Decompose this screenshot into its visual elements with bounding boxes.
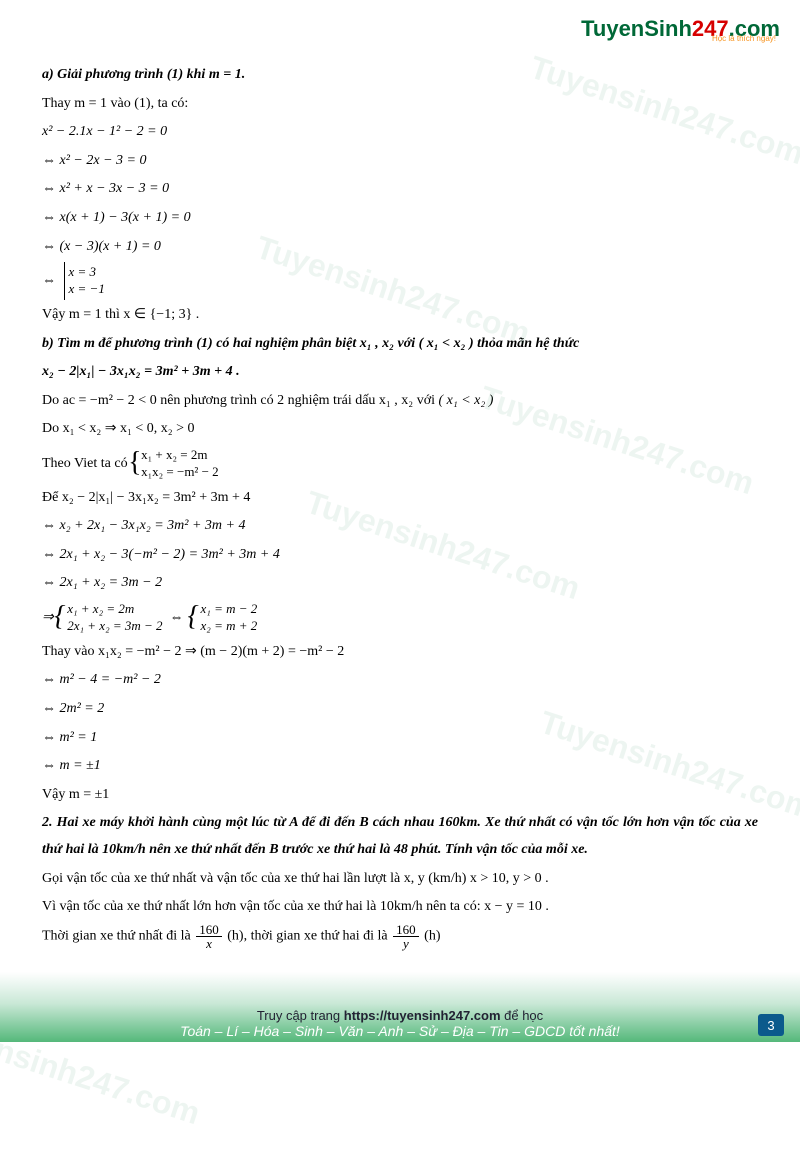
equation: 2x₁ + x₂ − 3(−m² − 2) = 3m² + 3m + 4 [42, 542, 758, 569]
page-number: 3 [758, 1014, 784, 1036]
title-cond: ( x₁ < x₂ ) [419, 336, 474, 351]
sys-row: x₁ + x₂ = 2m [67, 601, 134, 616]
logo: TuyenSinh247.com Học là thích ngay! [581, 16, 780, 42]
fraction: 160 x [196, 923, 222, 950]
text-line: Do ac = −m² − 2 < 0 nên phương trình có … [42, 388, 758, 415]
logo-tagline: Học là thích ngay! [712, 34, 776, 43]
equation: x₂ + 2x₁ − 3x₁x₂ = 3m² + 3m + 4 [42, 513, 758, 540]
equation: 2m² = 2 [42, 696, 758, 723]
page-header: TuyenSinh247.com Học là thích ngay! [0, 0, 800, 50]
equation: x² + x − 3x − 3 = 0 [42, 176, 758, 203]
sys-row: x₁ = m − 2 [201, 601, 258, 616]
text-line: Vì vận tốc của xe thứ nhất lớn hơn vận t… [42, 894, 758, 921]
equation: (x − 3)(x + 1) = 0 [42, 234, 758, 261]
text-line: Do x₁ < x₂ ⇒ x₁ < 0, x₂ > 0 [42, 416, 758, 443]
denominator: y [393, 937, 419, 950]
sys-row: x₂ = m + 2 [201, 618, 258, 633]
cond: ( x₁ < x₂ ) [438, 393, 493, 408]
equation: x² − 2.1x − 1² − 2 = 0 [42, 119, 758, 146]
section-a-title: a) Giải phương trình (1) khi m = 1. [42, 62, 758, 89]
section-b-title: b) Tìm m để phương trình (1) có hai nghi… [42, 331, 758, 358]
denominator: x [196, 937, 222, 950]
sys-row: 2x₁ + x₂ = 3m − 2 [67, 618, 162, 633]
sys-row: x = −1 [69, 281, 105, 296]
text: Do ac = −m² − 2 < 0 nên phương trình có … [42, 393, 438, 408]
equation: x(x + 1) − 3(x + 1) = 0 [42, 205, 758, 232]
text-line: Thời gian xe thứ nhất đi là 160 x (h), t… [42, 923, 758, 950]
text: Theo Viet ta có [42, 456, 131, 471]
text: (h), thời gian xe thứ hai đi là [227, 929, 391, 944]
system-implication: ⇒ x₁ + x₂ = 2m 2x₁ + x₂ = 3m − 2 ⇔ x₁ = … [42, 599, 758, 637]
footer-url: https://tuyensinh247.com [344, 1008, 501, 1023]
problem-2-title: 2. Hai xe máy khởi hành cùng một lúc từ … [42, 810, 758, 863]
equation: Để x₂ − 2|x₁| − 3x₁x₂ = 3m² + 3m + 4 [42, 485, 758, 512]
text-line: Thay m = 1 vào (1), ta có: [42, 91, 758, 118]
footer-text: Truy cập trang [257, 1008, 344, 1023]
equation: m = ±1 [42, 753, 758, 780]
viet-line: Theo Viet ta có x₁ + x₂ = 2m x₁x₂ = −m² … [42, 445, 758, 483]
conclusion: Vậy m = 1 thì x ∈ {−1; 3} . [42, 302, 758, 329]
footer-top-line: Truy cập trang https://tuyensinh247.com … [257, 1008, 543, 1023]
equation: x² − 2x − 3 = 0 [42, 148, 758, 175]
text: Thời gian xe thứ nhất đi là [42, 929, 194, 944]
text-line: Gọi vận tốc của xe thứ nhất và vận tốc c… [42, 866, 758, 893]
title-text: b) Tìm m để phương trình (1) có hai nghi… [42, 336, 419, 351]
numerator: 160 [393, 923, 419, 937]
equation: m² = 1 [42, 725, 758, 752]
section-b-expr: x₂ − 2|x₁| − 3x₁x₂ = 3m² + 3m + 4 . [42, 359, 758, 386]
sys-row: x₁x₂ = −m² − 2 [141, 464, 219, 479]
numerator: 160 [196, 923, 222, 937]
page-footer: Truy cập trang https://tuyensinh247.com … [0, 972, 800, 1042]
page-content: Tuyensinh247.com Tuyensinh247.com Tuyens… [0, 50, 800, 972]
sys-row: x₁ + x₂ = 2m [141, 447, 207, 462]
equation-system: ⇔ x = 3 x = −1 [42, 262, 758, 300]
conclusion: Vậy m = ±1 [42, 782, 758, 809]
footer-text: để học [501, 1008, 544, 1023]
sys-row: x = 3 [69, 264, 97, 279]
substitution: Thay vào x₁x₂ = −m² − 2 ⇒ (m − 2)(m + 2)… [42, 639, 758, 666]
title-text: thỏa mãn hệ thức [474, 336, 580, 351]
logo-part1: TuyenSinh [581, 16, 692, 41]
equation: m² − 4 = −m² − 2 [42, 667, 758, 694]
equation: 2x₁ + x₂ = 3m − 2 [42, 570, 758, 597]
footer-subjects: Toán – Lí – Hóa – Sinh – Văn – Anh – Sử … [180, 1023, 620, 1039]
text: (h) [424, 929, 440, 944]
fraction: 160 y [393, 923, 419, 950]
